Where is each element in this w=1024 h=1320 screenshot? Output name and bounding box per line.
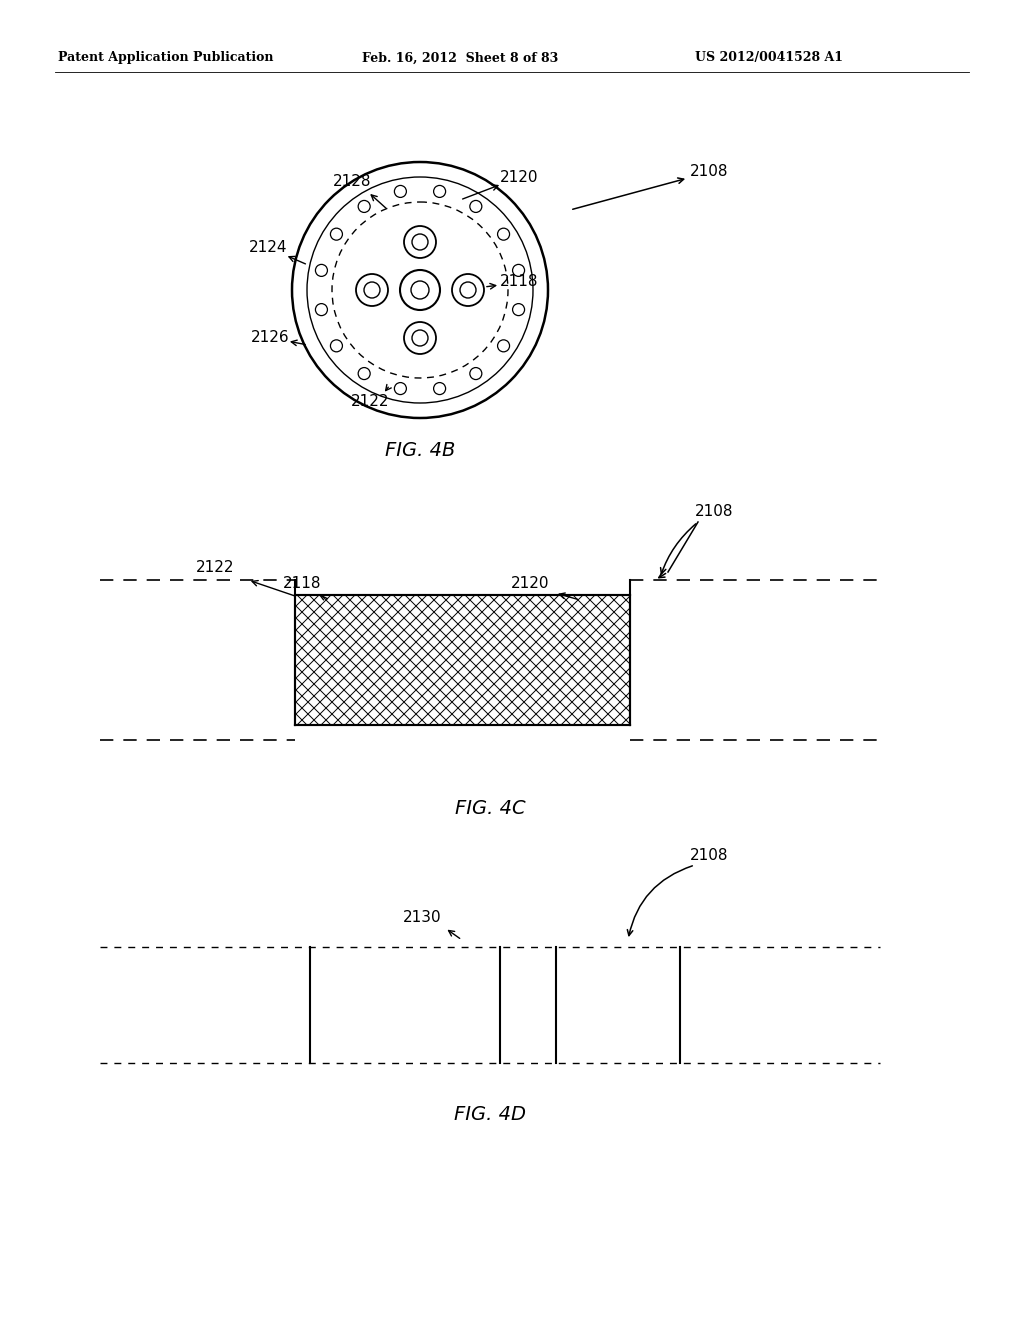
Bar	[295, 595, 630, 725]
Text: 2130: 2130	[402, 911, 441, 925]
Text: 2120: 2120	[511, 576, 549, 590]
Text: 2126: 2126	[251, 330, 290, 346]
Text: 2108: 2108	[690, 847, 728, 862]
Text: Patent Application Publication: Patent Application Publication	[58, 51, 273, 65]
Text: 2122: 2122	[351, 395, 389, 409]
Text: FIG. 4C: FIG. 4C	[455, 799, 525, 817]
Text: Feb. 16, 2012  Sheet 8 of 83: Feb. 16, 2012 Sheet 8 of 83	[362, 51, 558, 65]
Circle shape	[404, 322, 436, 354]
Circle shape	[356, 275, 388, 306]
Text: 2118: 2118	[283, 576, 322, 590]
Text: 2122: 2122	[196, 561, 234, 576]
Text: FIG. 4B: FIG. 4B	[385, 441, 456, 459]
Text: 2128: 2128	[333, 174, 372, 190]
Text: 2124: 2124	[249, 240, 288, 256]
Text: 2118: 2118	[500, 275, 539, 289]
Circle shape	[452, 275, 484, 306]
Text: 2108: 2108	[690, 165, 728, 180]
Text: FIG. 4D: FIG. 4D	[454, 1106, 526, 1125]
Circle shape	[404, 226, 436, 257]
Circle shape	[400, 271, 440, 310]
Text: 2108: 2108	[695, 504, 733, 520]
Text: 2120: 2120	[500, 170, 539, 186]
Text: US 2012/0041528 A1: US 2012/0041528 A1	[695, 51, 843, 65]
